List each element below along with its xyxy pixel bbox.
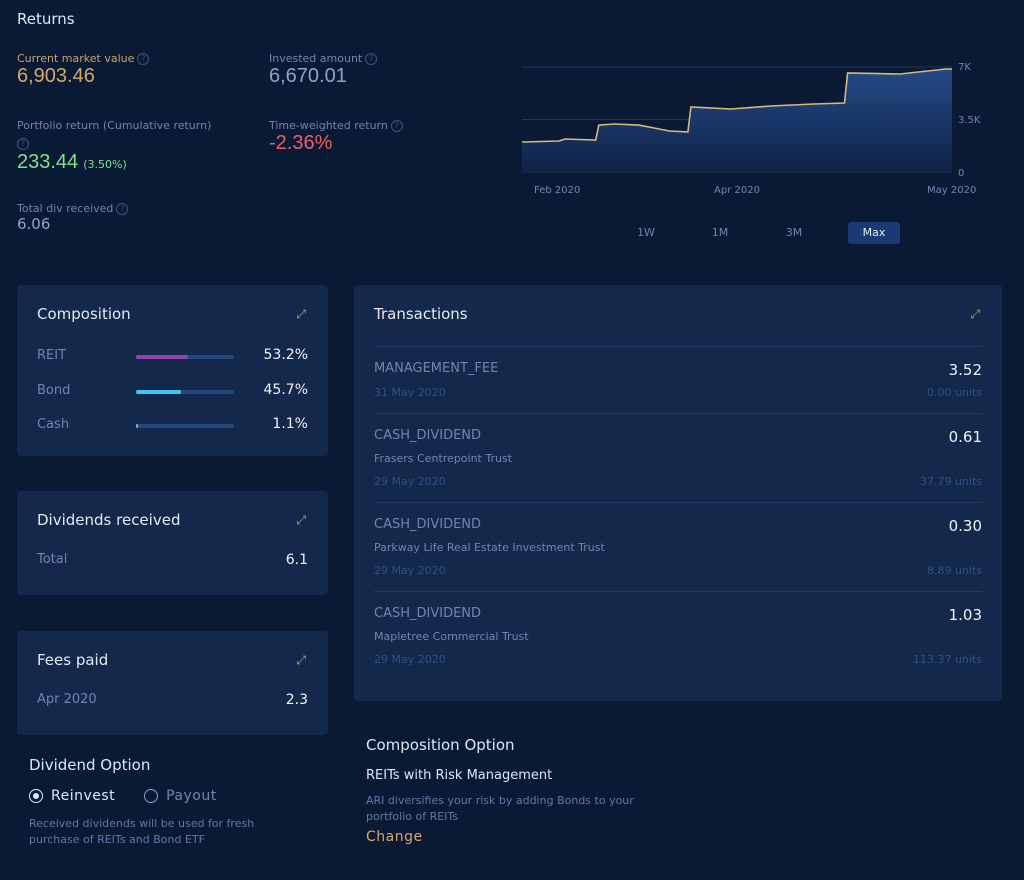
transaction-row[interactable]: CASH_DIVIDEND 1.03 Mapletree Commercial … — [374, 591, 982, 680]
value: 6,903.46 — [17, 65, 95, 87]
radio-selected-icon — [29, 789, 43, 803]
tx-name: Parkway Life Real Estate Investment Trus… — [374, 541, 605, 554]
range-3m[interactable]: 3M — [785, 226, 803, 239]
tx-units: 37.79 units — [919, 475, 982, 488]
y-tick: 0 — [958, 168, 964, 179]
help-icon[interactable]: ? — [365, 53, 378, 65]
help-icon[interactable]: ? — [137, 53, 150, 65]
tx-date: 29 May 2020 — [374, 475, 446, 488]
tx-date: 29 May 2020 — [374, 564, 446, 577]
composition-desc: ARI diversifies your risk by adding Bond… — [366, 794, 634, 823]
option-label: Payout — [166, 788, 217, 804]
label: Total div received — [17, 202, 114, 215]
dividend-note: Received dividends will be used for fres… — [29, 817, 255, 846]
portfolio-chart: 7K 3.5K 0 Feb 2020 Apr 2020 May 2020 — [521, 62, 981, 196]
change-button[interactable]: Change — [366, 829, 423, 845]
total-value: 6.1 — [285, 552, 308, 568]
expand-icon[interactable]: ⤢ — [296, 653, 306, 667]
help-icon[interactable]: ? — [17, 137, 29, 150]
expand-icon[interactable]: ⤢ — [970, 307, 980, 321]
composition-card: Composition ⤢ REIT 53.2% Bond 45.7% Cash… — [17, 285, 328, 456]
range-1w[interactable]: 1W — [637, 226, 655, 239]
value: 233.44 — [17, 151, 79, 173]
fee-month: Apr 2020 — [37, 692, 97, 707]
tx-amount: 3.52 — [948, 361, 982, 379]
tx-type: CASH_DIVIDEND — [374, 606, 482, 621]
bond-label: Bond — [37, 383, 71, 398]
radio-icon — [144, 789, 159, 803]
portfolio-return: Portfolio return (Cumulative return) ? 2… — [17, 119, 211, 174]
bond-value: 45.7% — [263, 382, 308, 398]
tx-amount: 1.03 — [948, 606, 982, 624]
cash-value: 1.1% — [272, 416, 308, 432]
value: 6,670.01 — [269, 65, 347, 87]
expand-icon[interactable]: ⤢ — [296, 513, 306, 527]
card-title: Dividends received — [37, 511, 181, 529]
transaction-row[interactable]: MANAGEMENT_FEE 3.52 31 May 2020 0.00 uni… — [374, 346, 982, 413]
x-tick: Apr 2020 — [714, 185, 760, 196]
composition-option: Composition Option REITs with Risk Manag… — [366, 736, 646, 845]
transaction-row[interactable]: CASH_DIVIDEND 0.61 Frasers Centrepoint T… — [374, 413, 982, 502]
transaction-row[interactable]: CASH_DIVIDEND 0.30 Parkway Life Real Est… — [374, 502, 982, 591]
dividend-option: Dividend Option Reinvest Payout Received… — [29, 756, 329, 848]
card-title: Composition — [37, 305, 131, 323]
percent: (3.50%) — [83, 158, 127, 171]
cash-bar — [136, 424, 234, 428]
chart-area — [522, 69, 952, 172]
y-tick: 3.5K — [958, 115, 981, 126]
time-weighted-return: Time-weighted return? -2.36% — [269, 119, 403, 155]
chart-line — [521, 68, 952, 143]
tx-name: Mapletree Commercial Trust — [374, 630, 529, 643]
current-market-value: Current market value? 6,903.46 — [17, 52, 150, 88]
reit-bar — [136, 355, 234, 359]
reit-label: REIT — [37, 348, 67, 363]
total-div-received: Total div received? 6.06 — [17, 202, 129, 233]
label: Portfolio return (Cumulative return) — [17, 119, 212, 132]
tx-name: Frasers Centrepoint Trust — [374, 452, 513, 465]
label: Time-weighted return — [269, 119, 388, 132]
label: Current market value — [17, 52, 135, 65]
range-1m[interactable]: 1M — [711, 226, 729, 239]
tx-units: 0.00 units — [926, 386, 982, 399]
fees-card: Fees paid ⤢ Apr 2020 2.3 — [17, 631, 328, 735]
tx-type: CASH_DIVIDEND — [374, 428, 482, 443]
transactions-card: Transactions ⤢ MANAGEMENT_FEE 3.52 31 Ma… — [354, 285, 1002, 701]
tx-amount: 0.30 — [948, 517, 982, 535]
tx-date: 29 May 2020 — [374, 653, 446, 666]
dividends-card: Dividends received ⤢ Total 6.1 — [17, 491, 328, 595]
total-label: Total — [37, 552, 68, 567]
card-title: Fees paid — [37, 651, 109, 669]
help-icon[interactable]: ? — [390, 120, 403, 132]
expand-icon[interactable]: ⤢ — [296, 307, 306, 321]
help-icon[interactable]: ? — [116, 203, 129, 215]
composition-name: REITs with Risk Management — [366, 768, 553, 783]
x-tick: Feb 2020 — [534, 185, 580, 196]
tx-type: CASH_DIVIDEND — [374, 517, 482, 532]
option-label: Reinvest — [51, 788, 116, 804]
section-title: Dividend Option — [29, 756, 151, 774]
x-tick: May 2020 — [927, 185, 976, 196]
tx-amount: 0.61 — [948, 428, 982, 446]
card-title: Transactions — [374, 305, 468, 323]
value: -2.36% — [269, 132, 333, 154]
section-title: Composition Option — [366, 736, 515, 754]
y-tick: 7K — [958, 62, 971, 73]
label: Invested amount — [269, 52, 363, 65]
invested-amount: Invested amount? 6,670.01 — [269, 52, 378, 88]
tx-units: 8.89 units — [926, 564, 982, 577]
tx-type: MANAGEMENT_FEE — [374, 361, 499, 376]
fee-value: 2.3 — [285, 692, 308, 708]
bond-bar — [136, 390, 234, 394]
cash-label: Cash — [37, 417, 70, 432]
reit-value: 53.2% — [263, 347, 308, 363]
tx-date: 31 May 2020 — [374, 386, 446, 399]
range-max[interactable]: Max — [848, 222, 900, 244]
payout-radio[interactable]: Payout — [144, 788, 217, 804]
value: 6.06 — [17, 215, 51, 233]
tx-units: 113.37 units — [912, 653, 982, 666]
returns-title: Returns — [17, 10, 75, 28]
reinvest-radio[interactable]: Reinvest — [29, 788, 115, 804]
